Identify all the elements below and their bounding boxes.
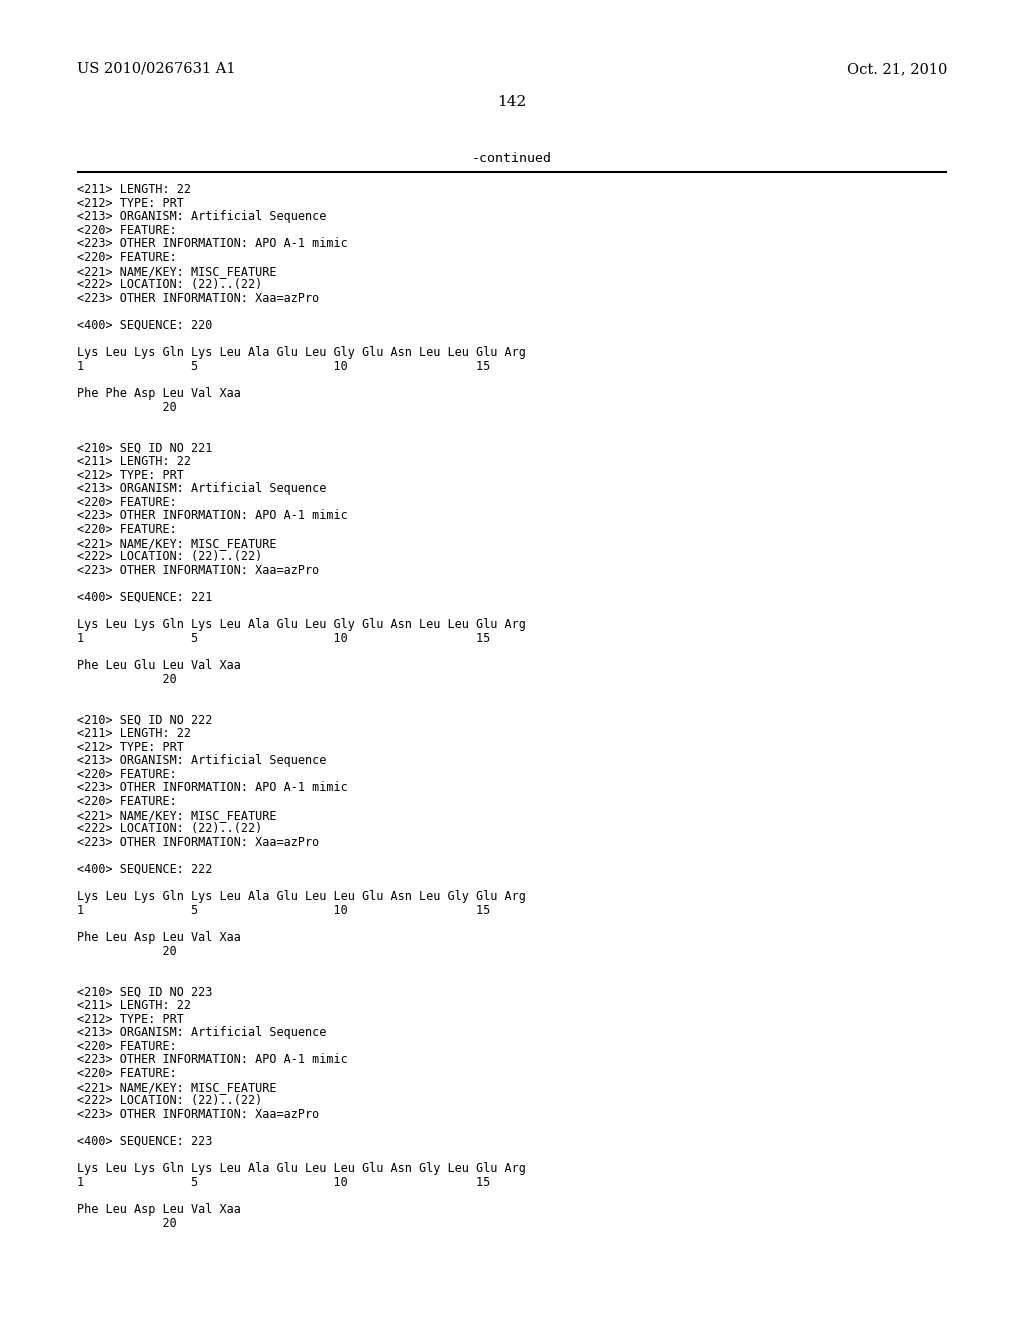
Text: <213> ORGANISM: Artificial Sequence: <213> ORGANISM: Artificial Sequence [77, 210, 327, 223]
Text: <223> OTHER INFORMATION: APO A-1 mimic: <223> OTHER INFORMATION: APO A-1 mimic [77, 781, 347, 795]
Text: Lys Leu Lys Gln Lys Leu Ala Glu Leu Gly Glu Asn Leu Leu Glu Arg: Lys Leu Lys Gln Lys Leu Ala Glu Leu Gly … [77, 346, 525, 359]
Text: US 2010/0267631 A1: US 2010/0267631 A1 [77, 62, 236, 77]
Text: <213> ORGANISM: Artificial Sequence: <213> ORGANISM: Artificial Sequence [77, 1026, 327, 1039]
Text: <220> FEATURE:: <220> FEATURE: [77, 523, 176, 536]
Text: <212> TYPE: PRT: <212> TYPE: PRT [77, 469, 183, 482]
Text: <223> OTHER INFORMATION: Xaa=azPro: <223> OTHER INFORMATION: Xaa=azPro [77, 564, 319, 577]
Text: <221> NAME/KEY: MISC_FEATURE: <221> NAME/KEY: MISC_FEATURE [77, 1081, 276, 1093]
Text: <220> FEATURE:: <220> FEATURE: [77, 496, 176, 508]
Text: <220> FEATURE:: <220> FEATURE: [77, 224, 176, 236]
Text: <400> SEQUENCE: 220: <400> SEQUENCE: 220 [77, 319, 212, 333]
Text: <223> OTHER INFORMATION: APO A-1 mimic: <223> OTHER INFORMATION: APO A-1 mimic [77, 238, 347, 251]
Text: 142: 142 [498, 95, 526, 110]
Text: <220> FEATURE:: <220> FEATURE: [77, 1040, 176, 1053]
Text: 1               5                   10                  15: 1 5 10 15 [77, 1176, 490, 1189]
Text: <400> SEQUENCE: 222: <400> SEQUENCE: 222 [77, 863, 212, 876]
Text: <222> LOCATION: (22)..(22): <222> LOCATION: (22)..(22) [77, 1094, 262, 1107]
Text: <220> FEATURE:: <220> FEATURE: [77, 251, 176, 264]
Text: <213> ORGANISM: Artificial Sequence: <213> ORGANISM: Artificial Sequence [77, 754, 327, 767]
Text: Phe Leu Asp Leu Val Xaa: Phe Leu Asp Leu Val Xaa [77, 1203, 241, 1216]
Text: <211> LENGTH: 22: <211> LENGTH: 22 [77, 999, 190, 1012]
Text: <222> LOCATION: (22)..(22): <222> LOCATION: (22)..(22) [77, 279, 262, 292]
Text: <223> OTHER INFORMATION: Xaa=azPro: <223> OTHER INFORMATION: Xaa=azPro [77, 836, 319, 849]
Text: <210> SEQ ID NO 222: <210> SEQ ID NO 222 [77, 713, 212, 726]
Text: <221> NAME/KEY: MISC_FEATURE: <221> NAME/KEY: MISC_FEATURE [77, 264, 276, 277]
Text: <210> SEQ ID NO 223: <210> SEQ ID NO 223 [77, 986, 212, 998]
Text: Phe Leu Glu Leu Val Xaa: Phe Leu Glu Leu Val Xaa [77, 659, 241, 672]
Text: <221> NAME/KEY: MISC_FEATURE: <221> NAME/KEY: MISC_FEATURE [77, 537, 276, 549]
Text: 20: 20 [77, 1217, 176, 1230]
Text: 20: 20 [77, 945, 176, 957]
Text: <211> LENGTH: 22: <211> LENGTH: 22 [77, 183, 190, 195]
Text: <212> TYPE: PRT: <212> TYPE: PRT [77, 741, 183, 754]
Text: 1               5                   10                  15: 1 5 10 15 [77, 632, 490, 644]
Text: Lys Leu Lys Gln Lys Leu Ala Glu Leu Leu Glu Asn Leu Gly Glu Arg: Lys Leu Lys Gln Lys Leu Ala Glu Leu Leu … [77, 890, 525, 903]
Text: <210> SEQ ID NO 221: <210> SEQ ID NO 221 [77, 441, 212, 454]
Text: <212> TYPE: PRT: <212> TYPE: PRT [77, 1012, 183, 1026]
Text: <211> LENGTH: 22: <211> LENGTH: 22 [77, 727, 190, 741]
Text: 1               5                   10                  15: 1 5 10 15 [77, 360, 490, 372]
Text: 1               5                   10                  15: 1 5 10 15 [77, 904, 490, 917]
Text: <220> FEATURE:: <220> FEATURE: [77, 768, 176, 781]
Text: <220> FEATURE:: <220> FEATURE: [77, 795, 176, 808]
Text: <400> SEQUENCE: 221: <400> SEQUENCE: 221 [77, 591, 212, 605]
Text: Phe Leu Asp Leu Val Xaa: Phe Leu Asp Leu Val Xaa [77, 931, 241, 944]
Text: <223> OTHER INFORMATION: Xaa=azPro: <223> OTHER INFORMATION: Xaa=azPro [77, 292, 319, 305]
Text: 20: 20 [77, 673, 176, 685]
Text: <221> NAME/KEY: MISC_FEATURE: <221> NAME/KEY: MISC_FEATURE [77, 809, 276, 821]
Text: <222> LOCATION: (22)..(22): <222> LOCATION: (22)..(22) [77, 822, 262, 836]
Text: <213> ORGANISM: Artificial Sequence: <213> ORGANISM: Artificial Sequence [77, 482, 327, 495]
Text: <212> TYPE: PRT: <212> TYPE: PRT [77, 197, 183, 210]
Text: Lys Leu Lys Gln Lys Leu Ala Glu Leu Leu Glu Asn Gly Leu Glu Arg: Lys Leu Lys Gln Lys Leu Ala Glu Leu Leu … [77, 1162, 525, 1175]
Text: Oct. 21, 2010: Oct. 21, 2010 [847, 62, 947, 77]
Text: Phe Phe Asp Leu Val Xaa: Phe Phe Asp Leu Val Xaa [77, 387, 241, 400]
Text: <211> LENGTH: 22: <211> LENGTH: 22 [77, 455, 190, 469]
Text: <223> OTHER INFORMATION: Xaa=azPro: <223> OTHER INFORMATION: Xaa=azPro [77, 1107, 319, 1121]
Text: <400> SEQUENCE: 223: <400> SEQUENCE: 223 [77, 1135, 212, 1148]
Text: Lys Leu Lys Gln Lys Leu Ala Glu Leu Gly Glu Asn Leu Leu Glu Arg: Lys Leu Lys Gln Lys Leu Ala Glu Leu Gly … [77, 618, 525, 631]
Text: <220> FEATURE:: <220> FEATURE: [77, 1067, 176, 1080]
Text: -continued: -continued [472, 152, 552, 165]
Text: <223> OTHER INFORMATION: APO A-1 mimic: <223> OTHER INFORMATION: APO A-1 mimic [77, 510, 347, 523]
Text: <222> LOCATION: (22)..(22): <222> LOCATION: (22)..(22) [77, 550, 262, 564]
Text: <223> OTHER INFORMATION: APO A-1 mimic: <223> OTHER INFORMATION: APO A-1 mimic [77, 1053, 347, 1067]
Text: 20: 20 [77, 400, 176, 413]
